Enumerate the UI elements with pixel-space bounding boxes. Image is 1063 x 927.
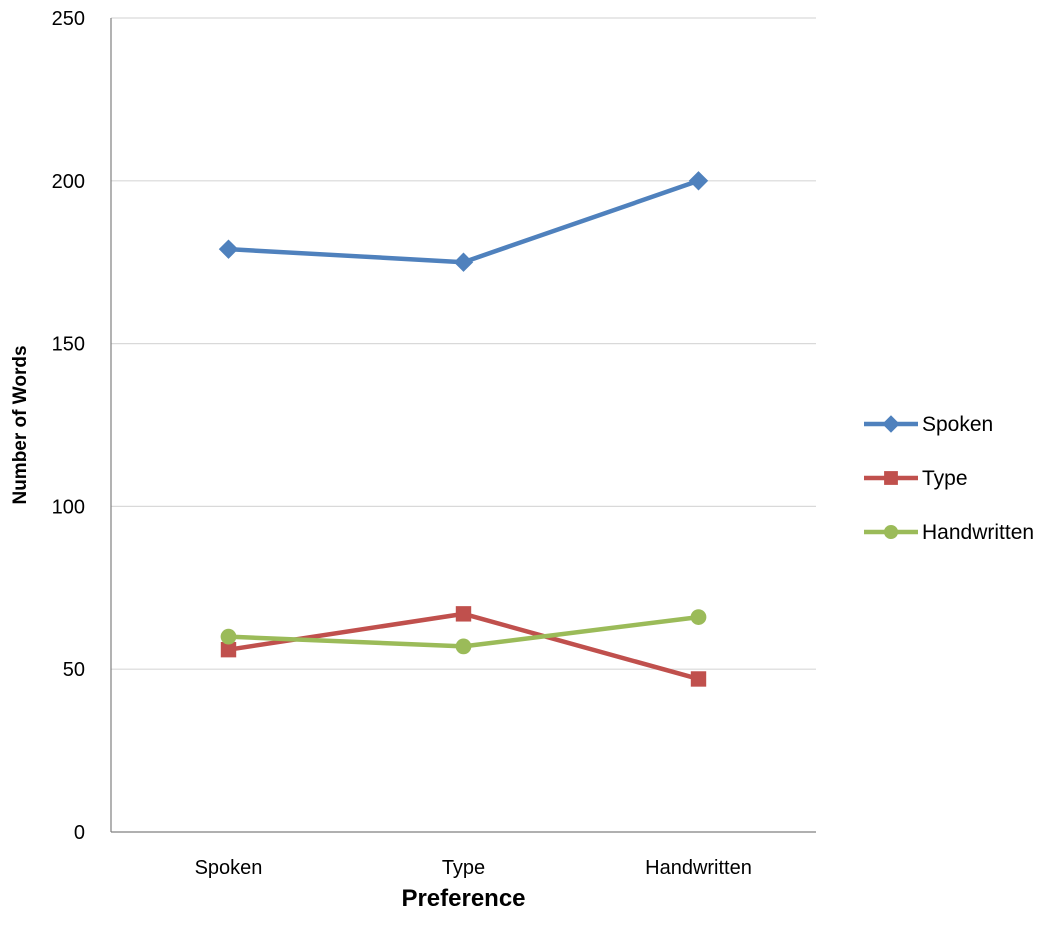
gridlines [111, 18, 816, 669]
y-tick-label: 150 [52, 334, 85, 356]
y-tick-label: 50 [63, 659, 85, 681]
x-axis-title: Preference [401, 885, 525, 912]
legend-marker [885, 472, 898, 485]
series-line [229, 181, 699, 262]
legend-label: Handwritten [922, 521, 1034, 544]
y-tick-labels: 0 50 100 150 200 250 [52, 8, 85, 844]
data-point [691, 672, 705, 686]
legend-label: Type [922, 467, 968, 490]
x-tick-label: Spoken [195, 857, 263, 879]
data-point [221, 629, 236, 644]
legend-marker [884, 525, 897, 538]
legend-item-type: Type [864, 467, 968, 490]
data-point [690, 172, 708, 190]
series-layer [220, 172, 708, 686]
x-tick-label: Type [442, 857, 485, 879]
data-point [220, 240, 238, 258]
data-point [456, 639, 471, 654]
series-spoken [220, 172, 708, 271]
axes [111, 18, 816, 832]
data-point [456, 607, 470, 621]
data-point [221, 642, 235, 656]
legend-marker [883, 416, 899, 432]
data-point [691, 610, 706, 625]
y-tick-label: 250 [52, 8, 85, 30]
x-tick-label: Handwritten [645, 857, 752, 879]
x-tick-labels: Spoken Type Handwritten [195, 857, 752, 879]
y-tick-label: 100 [52, 496, 85, 518]
data-point [455, 253, 473, 271]
legend: Spoken Type Handwritten [864, 413, 1034, 544]
y-tick-label: 200 [52, 171, 85, 193]
legend-label: Spoken [922, 413, 993, 436]
y-tick-label: 0 [74, 822, 85, 844]
legend-item-handwritten: Handwritten [864, 521, 1034, 544]
legend-item-spoken: Spoken [864, 413, 993, 436]
y-axis-title: Number of Words [10, 345, 31, 504]
